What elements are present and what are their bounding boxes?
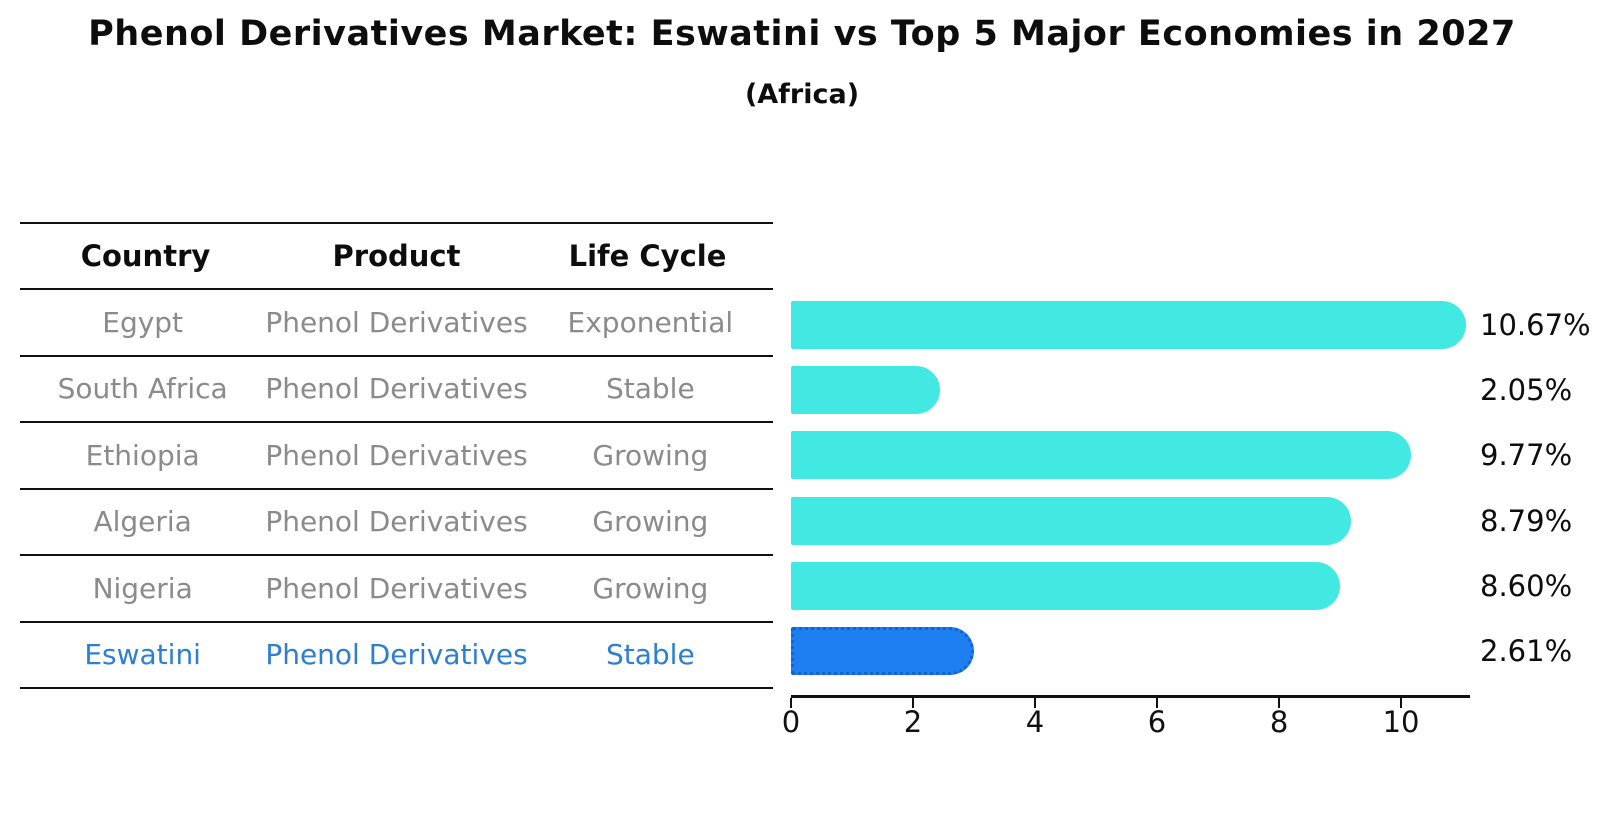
- cell-life-cycle: Growing: [592, 505, 709, 539]
- bar-value-label: 8.79%: [1480, 503, 1573, 538]
- cell-country: Ethiopia: [85, 438, 200, 472]
- table-row: South Africa Phenol Derivatives Stable: [20, 357, 773, 423]
- cell-life-cycle: Growing: [592, 571, 709, 605]
- x-axis-tick-label: 2: [903, 705, 923, 739]
- x-axis-tick: [1400, 698, 1403, 708]
- cell-country: Eswatini: [84, 638, 201, 672]
- table-row: Eswatini Phenol Derivatives Stable: [20, 623, 773, 688]
- cell-product: Phenol Derivatives: [265, 305, 528, 339]
- bar-egypt: [791, 301, 1466, 349]
- page-title: Phenol Derivatives Market: Eswatini vs T…: [88, 14, 1516, 54]
- cell-product: Phenol Derivatives: [265, 372, 528, 406]
- table-row: Nigeria Phenol Derivatives Growing: [20, 556, 773, 623]
- bar-nigeria: [791, 561, 1340, 610]
- cell-country: Egypt: [102, 305, 184, 339]
- x-axis-tick: [912, 698, 914, 708]
- x-axis-tick-label: 8: [1269, 705, 1289, 739]
- cell-country: Nigeria: [92, 571, 193, 605]
- bar-eswatini: [791, 627, 975, 675]
- x-axis-tick: [790, 698, 792, 708]
- x-axis-tick-label: 0: [781, 705, 801, 739]
- bar-ethiopia: [791, 431, 1412, 480]
- cell-life-cycle: Growing: [592, 438, 709, 472]
- x-axis-tick-label: 4: [1025, 705, 1045, 739]
- cell-life-cycle: Stable: [605, 372, 695, 406]
- x-axis-line: [791, 695, 1470, 698]
- column-header-life-cycle: Life Cycle: [568, 239, 727, 273]
- cell-product: Phenol Derivatives: [265, 438, 528, 472]
- x-axis-tick: [1156, 698, 1159, 708]
- x-axis-tick-label: 6: [1147, 705, 1167, 739]
- x-axis-tick: [1278, 698, 1281, 708]
- bar-value-label: 10.67%: [1480, 308, 1591, 342]
- cell-country: South Africa: [57, 372, 228, 406]
- cell-product: Phenol Derivatives: [265, 571, 528, 605]
- column-header-product: Product: [332, 239, 461, 273]
- bar-algeria: [791, 496, 1352, 545]
- cell-country: Algeria: [93, 505, 192, 539]
- bar-value-label: 8.60%: [1480, 568, 1573, 603]
- bar-value-label: 2.61%: [1480, 634, 1573, 668]
- column-header-country: Country: [80, 239, 211, 273]
- country-product-table: Country Product Life Cycle Egypt Phenol D…: [20, 222, 773, 689]
- table-row: Egypt Phenol Derivatives Exponential: [20, 290, 773, 357]
- bar-value-label: 9.77%: [1480, 438, 1573, 473]
- cell-product: Phenol Derivatives: [265, 638, 528, 672]
- cell-life-cycle: Stable: [605, 638, 695, 672]
- x-axis-tick: [1034, 698, 1037, 708]
- bar-value-label: 2.05%: [1480, 373, 1573, 408]
- x-axis-tick-label: 10: [1382, 705, 1420, 739]
- table-header-row: Country Product Life Cycle: [20, 224, 773, 290]
- cell-product: Phenol Derivatives: [265, 505, 528, 539]
- table-row: Algeria Phenol Derivatives Growing: [20, 490, 773, 556]
- page-subtitle: (Africa): [744, 79, 860, 110]
- cell-life-cycle: Exponential: [567, 305, 734, 339]
- bar-south-africa: [791, 366, 941, 415]
- table-row: Ethiopia Phenol Derivatives Growing: [20, 423, 773, 490]
